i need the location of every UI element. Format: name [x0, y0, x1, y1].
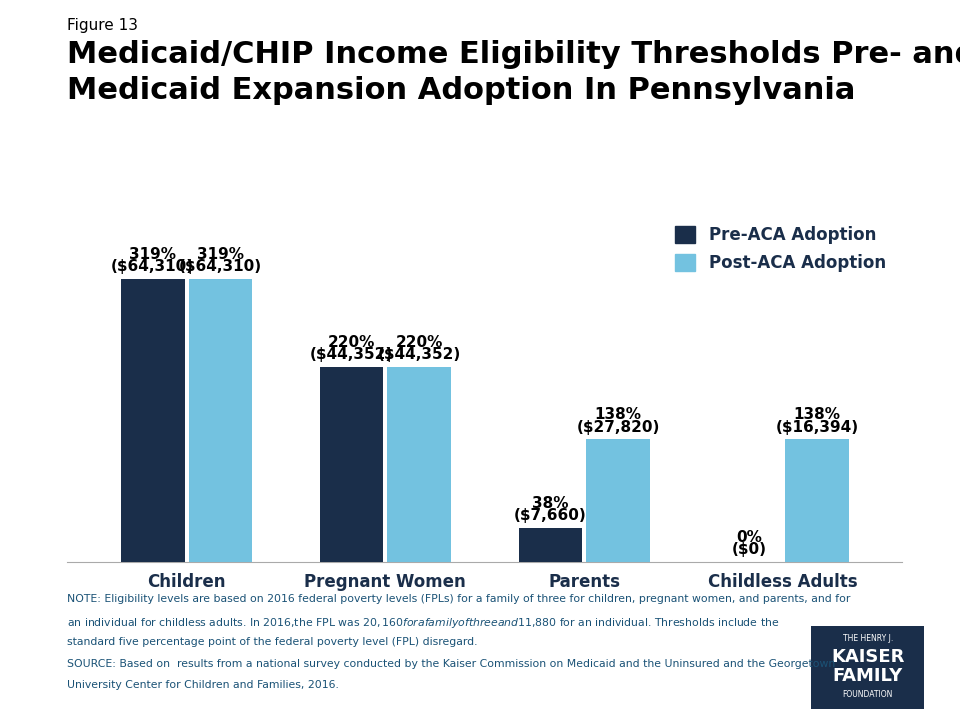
Text: KAISER: KAISER — [831, 648, 904, 666]
Text: ($0): ($0) — [732, 542, 767, 557]
Text: ($44,352): ($44,352) — [377, 347, 461, 362]
Text: 319%: 319% — [130, 247, 177, 262]
Text: 220%: 220% — [396, 335, 443, 350]
Text: an individual for childless adults. In 2016,the FPL was $20,160 for a family of : an individual for childless adults. In 2… — [67, 616, 780, 629]
Bar — [785, 439, 849, 562]
Text: SOURCE: Based on  results from a national survey conducted by the Kaiser Commiss: SOURCE: Based on results from a national… — [67, 659, 835, 669]
Text: 0%: 0% — [736, 530, 762, 545]
Text: FOUNDATION: FOUNDATION — [843, 690, 893, 699]
Text: ($27,820): ($27,820) — [576, 420, 660, 435]
Bar — [320, 366, 383, 562]
Bar — [587, 439, 650, 562]
Text: Figure 13: Figure 13 — [67, 18, 138, 33]
Text: ($44,352): ($44,352) — [310, 347, 394, 362]
Text: 138%: 138% — [594, 408, 641, 423]
Text: NOTE: Eligibility levels are based on 2016 federal poverty levels (FPLs) for a f: NOTE: Eligibility levels are based on 20… — [67, 594, 851, 604]
Text: 38%: 38% — [532, 496, 568, 511]
Bar — [188, 279, 252, 562]
Bar — [387, 366, 451, 562]
Text: THE HENRY J.: THE HENRY J. — [843, 634, 893, 644]
Text: ($64,310): ($64,310) — [179, 259, 262, 274]
Text: ($7,660): ($7,660) — [514, 508, 587, 523]
Text: ($16,394): ($16,394) — [776, 420, 858, 435]
Text: 319%: 319% — [197, 247, 244, 262]
Text: FAMILY: FAMILY — [832, 667, 903, 685]
Bar — [121, 279, 184, 562]
Text: ($64,310): ($64,310) — [111, 259, 194, 274]
Text: Medicaid/CHIP Income Eligibility Thresholds Pre- and Post-: Medicaid/CHIP Income Eligibility Thresho… — [67, 40, 960, 68]
Text: Medicaid Expansion Adoption In Pennsylvania: Medicaid Expansion Adoption In Pennsylva… — [67, 76, 855, 104]
Legend: Pre-ACA Adoption, Post-ACA Adoption: Pre-ACA Adoption, Post-ACA Adoption — [667, 217, 894, 280]
Text: 138%: 138% — [793, 408, 840, 423]
Text: standard five percentage point of the federal poverty level (FPL) disregard.: standard five percentage point of the fe… — [67, 637, 478, 647]
Bar — [518, 528, 582, 562]
Text: University Center for Children and Families, 2016.: University Center for Children and Famil… — [67, 680, 339, 690]
Text: 220%: 220% — [328, 335, 375, 350]
